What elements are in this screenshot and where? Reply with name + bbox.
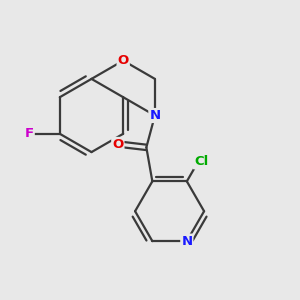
Text: F: F (25, 127, 34, 140)
Text: N: N (181, 235, 192, 248)
Text: O: O (112, 138, 124, 151)
Text: O: O (118, 54, 129, 67)
Text: Cl: Cl (194, 155, 208, 168)
Text: N: N (149, 109, 161, 122)
